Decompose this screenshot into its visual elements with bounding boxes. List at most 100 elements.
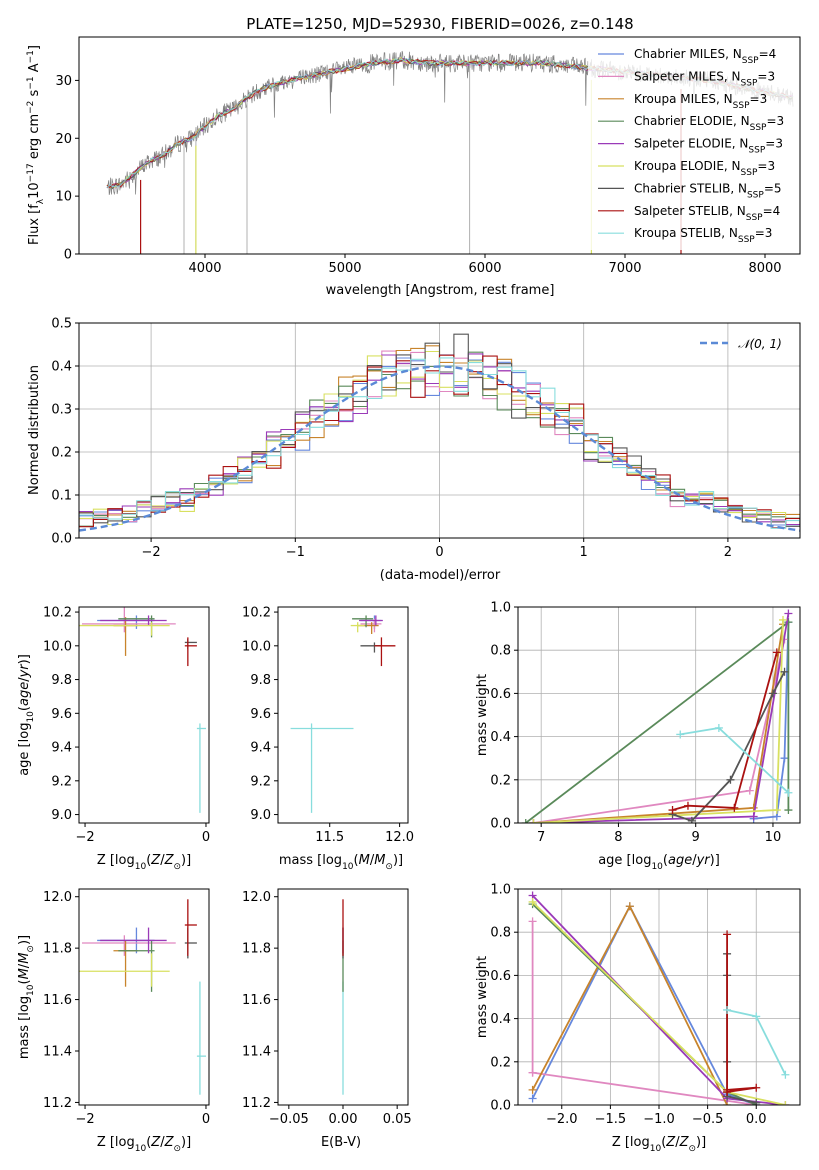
legend-entry: Chabrier STELIB, NSSP=5 bbox=[634, 181, 782, 200]
axes-age-vs-Z: −2 0 9.0 9.2 9.4 9.6 9.8 10.0 10.2 Z [log10(Z/Z⊙)… bbox=[17, 606, 210, 872]
y-tick-label: 0.6 bbox=[490, 969, 511, 984]
x-tick-label: 0 bbox=[202, 1112, 210, 1127]
x-tick-label: 0.05 bbox=[383, 1112, 412, 1127]
y-tick-label: 0.0 bbox=[51, 532, 72, 547]
x-tick-label: 0 bbox=[435, 545, 443, 560]
legend-entry: Chabrier ELODIE, NSSP=3 bbox=[634, 114, 784, 133]
axes-frame bbox=[78, 606, 210, 824]
plot-marks bbox=[79, 607, 206, 813]
x-tick-label: −2 bbox=[142, 545, 161, 560]
weight-marker bbox=[683, 801, 692, 810]
x-tick-label: 12.0 bbox=[385, 830, 414, 845]
y-axis-label: age [log10(age/yr)] bbox=[17, 654, 36, 776]
weight-marker bbox=[528, 917, 537, 926]
weight-marker bbox=[723, 930, 732, 939]
legend-entry: Salpeter ELODIE, NSSP=3 bbox=[634, 137, 783, 156]
weight-marker bbox=[772, 648, 781, 657]
axes-frame bbox=[517, 888, 801, 1106]
weight-line-salpeter-stelib bbox=[672, 652, 778, 811]
legend: 𝒩(0, 1) bbox=[700, 337, 782, 351]
plot-area bbox=[278, 607, 408, 823]
x-tick-label: 0.00 bbox=[329, 1112, 358, 1127]
weight-marker bbox=[745, 786, 754, 795]
y-tick-label: 9.0 bbox=[51, 808, 72, 823]
y-tick-label: 0.2 bbox=[51, 446, 72, 461]
legend-entry: Salpeter MILES, NSSP=3 bbox=[634, 69, 775, 88]
weight-marker bbox=[726, 775, 735, 784]
y-tick-label: 0.4 bbox=[490, 730, 511, 745]
y-tick-label: 11.8 bbox=[242, 942, 271, 957]
y-tick-label: 11.6 bbox=[43, 993, 72, 1008]
x-tick-label: 11.5 bbox=[315, 830, 344, 845]
weight-marker bbox=[528, 1085, 537, 1094]
x-tick-label: −1.5 bbox=[595, 1112, 627, 1127]
axes-frame bbox=[78, 36, 801, 255]
weight-marker bbox=[781, 1070, 790, 1079]
y-tick-label: 11.6 bbox=[242, 993, 271, 1008]
y-tick-label: 9.4 bbox=[250, 741, 271, 756]
legend-entry: Chabrier MILES, NSSP=4 bbox=[634, 47, 776, 66]
weight-marker bbox=[752, 1083, 761, 1092]
weight-marker bbox=[780, 754, 789, 763]
plot-marks bbox=[290, 615, 396, 813]
y-tick-label: 20 bbox=[55, 132, 72, 147]
weight-marker bbox=[723, 1088, 732, 1097]
x-tick-label: 0 bbox=[202, 830, 210, 845]
y-tick-label: 1.0 bbox=[490, 883, 511, 898]
x-axis-label: mass [log10(M/M⊙)] bbox=[279, 853, 403, 872]
weight-marker bbox=[529, 819, 538, 823]
y-tick-label: 0.2 bbox=[490, 773, 511, 788]
y-tick-label: 0.8 bbox=[490, 644, 511, 659]
y-tick-label: 10.2 bbox=[43, 606, 72, 621]
x-tick-label: −2.0 bbox=[546, 1112, 578, 1127]
x-tick-label: −0.5 bbox=[692, 1112, 724, 1127]
weight-marker bbox=[784, 618, 793, 627]
weight-marker bbox=[784, 609, 793, 618]
weight-marker bbox=[676, 730, 685, 739]
weight-marker bbox=[730, 803, 739, 812]
x-axis-label: age [log10(age/yr)] bbox=[598, 853, 720, 872]
y-tick-label: 12.0 bbox=[242, 890, 271, 905]
y-tick-label: 0.1 bbox=[51, 489, 72, 504]
y-tick-label: 11.8 bbox=[43, 942, 72, 957]
x-tick-label: −1.0 bbox=[643, 1112, 675, 1127]
plot-marks bbox=[79, 899, 206, 1095]
y-tick-label: 1.0 bbox=[490, 601, 511, 616]
y-tick-label: 10.0 bbox=[43, 639, 72, 654]
y-tick-label: 10.0 bbox=[242, 639, 271, 654]
legend-entry: Kroupa STELIB, NSSP=3 bbox=[634, 226, 772, 245]
y-tick-label: 0.2 bbox=[490, 1055, 511, 1070]
y-tick-label: 0.6 bbox=[490, 687, 511, 702]
x-tick-label: 7 bbox=[537, 830, 545, 845]
weight-marker bbox=[714, 723, 723, 732]
weight-marker bbox=[781, 1101, 790, 1105]
y-tick-label: 0 bbox=[64, 248, 72, 263]
weight-marker bbox=[528, 1068, 537, 1077]
weight-marker bbox=[749, 812, 758, 821]
weight-marker bbox=[752, 1098, 761, 1105]
axes-frame bbox=[78, 888, 210, 1106]
x-tick-label: −0.05 bbox=[269, 1112, 309, 1127]
axes-mass-vs-Z: −2 0 11.2 11.4 11.6 11.8 12.0 Z [log10(Z/Z⊙)] ma… bbox=[17, 888, 210, 1154]
weight-marker bbox=[528, 897, 537, 906]
y-axis-label: mass weight bbox=[475, 956, 490, 1038]
y-tick-label: 9.4 bbox=[51, 741, 72, 756]
weight-marker bbox=[687, 816, 696, 823]
plot-marks bbox=[528, 891, 790, 1105]
y-tick-label: 10 bbox=[55, 190, 72, 205]
y-tick-label: 9.2 bbox=[51, 774, 72, 789]
weight-marker bbox=[784, 788, 793, 797]
weight-marker bbox=[768, 689, 777, 698]
x-axis-label: wavelength [Angstrom, rest frame] bbox=[326, 283, 555, 298]
y-tick-label: 0.8 bbox=[490, 926, 511, 941]
y-tick-label: 12.0 bbox=[43, 890, 72, 905]
x-axis-label: Z [log10(Z/Z⊙)] bbox=[612, 1135, 706, 1154]
y-axis-label: Flux [fλ10−17 erg cm−2 s−1 A−1] bbox=[26, 45, 46, 245]
y-tick-label: 10.2 bbox=[242, 606, 271, 621]
y-tick-label: 0.0 bbox=[490, 817, 511, 832]
axes-frame bbox=[517, 606, 801, 824]
y-tick-label: 9.6 bbox=[250, 707, 271, 722]
plot-area bbox=[518, 607, 800, 823]
y-tick-label: 11.2 bbox=[43, 1096, 72, 1111]
